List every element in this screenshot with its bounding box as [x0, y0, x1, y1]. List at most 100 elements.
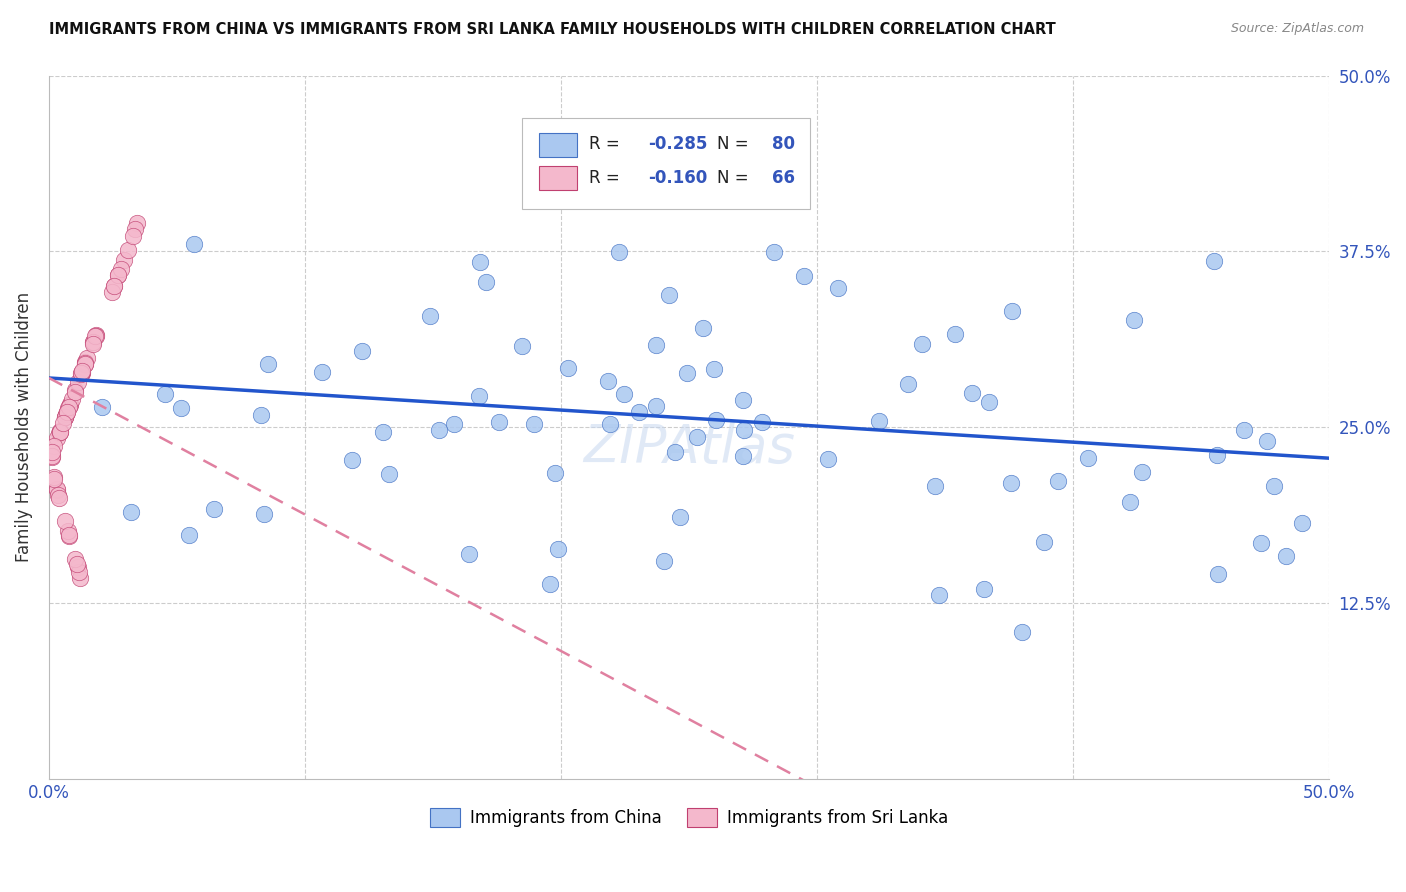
Point: [378, 467, 401, 482]
Point: [557, 360, 579, 375]
Point: [1263, 479, 1285, 493]
Point: [311, 365, 333, 379]
Bar: [538, 166, 578, 190]
Point: [596, 374, 619, 388]
Point: [52, 417, 75, 431]
Point: [475, 275, 498, 289]
Point: [155, 386, 177, 401]
Point: [121, 229, 143, 244]
Point: [1077, 450, 1099, 465]
Text: R =: R =: [589, 169, 626, 186]
Point: [127, 216, 149, 230]
Point: [1122, 312, 1144, 326]
Point: [1118, 494, 1140, 508]
Point: [76, 351, 98, 365]
Point: [48, 425, 70, 439]
Point: [56, 405, 79, 419]
Point: [675, 366, 697, 380]
Point: [510, 338, 533, 352]
Point: [48, 491, 70, 506]
Point: [41, 450, 63, 464]
Text: IMMIGRANTS FROM CHINA VS IMMIGRANTS FROM SRI LANKA FAMILY HOUSEHOLDS WITH CHILDR: IMMIGRANTS FROM CHINA VS IMMIGRANTS FROM…: [49, 22, 1056, 37]
Point: [63, 384, 86, 399]
FancyBboxPatch shape: [523, 118, 810, 209]
Point: [53, 409, 76, 424]
Point: [1250, 535, 1272, 549]
Point: [669, 510, 692, 524]
Point: [41, 450, 63, 465]
Point: [69, 571, 91, 585]
Point: [340, 452, 363, 467]
Point: [42, 439, 65, 453]
Point: [101, 285, 124, 299]
Point: [42, 470, 65, 484]
Point: [58, 401, 80, 416]
Point: [664, 445, 686, 459]
Point: [75, 357, 97, 371]
Point: [120, 505, 142, 519]
Point: [49, 424, 72, 438]
Text: 66: 66: [772, 169, 794, 186]
Point: [70, 367, 93, 381]
Point: [177, 528, 200, 542]
Point: [1233, 423, 1256, 437]
Point: [48, 425, 70, 440]
Point: [1000, 475, 1022, 490]
Point: [124, 222, 146, 236]
Point: [90, 401, 112, 415]
Point: [733, 423, 755, 437]
Point: [42, 472, 65, 486]
Point: [103, 278, 125, 293]
Text: -0.160: -0.160: [648, 169, 707, 186]
Point: [58, 527, 80, 541]
Point: [65, 552, 87, 566]
Point: [75, 355, 97, 369]
Point: [703, 362, 725, 376]
Point: [112, 253, 135, 268]
Text: R =: R =: [589, 136, 626, 153]
Point: [692, 321, 714, 335]
Text: ZIPAtlas: ZIPAtlas: [583, 422, 794, 475]
Text: N =: N =: [717, 169, 754, 186]
Point: [82, 336, 104, 351]
Bar: [538, 133, 578, 157]
Point: [45, 483, 67, 497]
Point: [523, 417, 546, 431]
Point: [827, 281, 849, 295]
Point: [793, 269, 815, 284]
Point: [202, 502, 225, 516]
Point: [733, 449, 755, 463]
Point: [704, 413, 727, 427]
Point: [66, 557, 89, 571]
Point: [84, 328, 107, 343]
Point: [599, 417, 621, 432]
Point: [58, 401, 80, 415]
Point: [607, 245, 630, 260]
Text: N =: N =: [717, 136, 754, 153]
Point: [443, 417, 465, 431]
Text: 80: 80: [772, 136, 794, 153]
Point: [53, 410, 76, 425]
Point: [59, 397, 82, 411]
Point: [1291, 516, 1313, 530]
Point: [75, 356, 97, 370]
Point: [53, 409, 76, 424]
Point: [1047, 474, 1070, 488]
Point: [645, 338, 668, 352]
Legend: Immigrants from China, Immigrants from Sri Lanka: Immigrants from China, Immigrants from S…: [423, 801, 955, 834]
Point: [371, 425, 394, 439]
Point: [869, 414, 891, 428]
Point: [56, 405, 79, 419]
Point: [1202, 254, 1225, 268]
Point: [1011, 625, 1033, 640]
Point: [911, 337, 934, 351]
Point: [1000, 304, 1022, 318]
Point: [70, 366, 93, 380]
Point: [488, 416, 510, 430]
Point: [84, 328, 107, 343]
Point: [1033, 535, 1056, 549]
Point: [117, 243, 139, 257]
Point: [817, 452, 839, 467]
Point: [82, 335, 104, 350]
Point: [55, 407, 77, 421]
